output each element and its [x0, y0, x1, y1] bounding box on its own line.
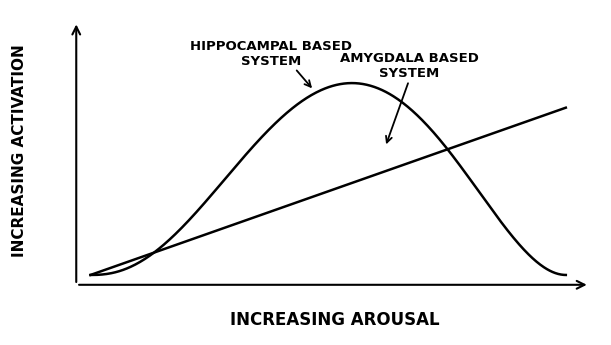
Text: HIPPOCAMPAL BASED
SYSTEM: HIPPOCAMPAL BASED SYSTEM [190, 40, 352, 68]
Text: AMYGDALA BASED
SYSTEM: AMYGDALA BASED SYSTEM [340, 52, 478, 80]
Text: INCREASING ACTIVATION: INCREASING ACTIVATION [12, 45, 27, 257]
Text: INCREASING AROUSAL: INCREASING AROUSAL [230, 310, 440, 329]
